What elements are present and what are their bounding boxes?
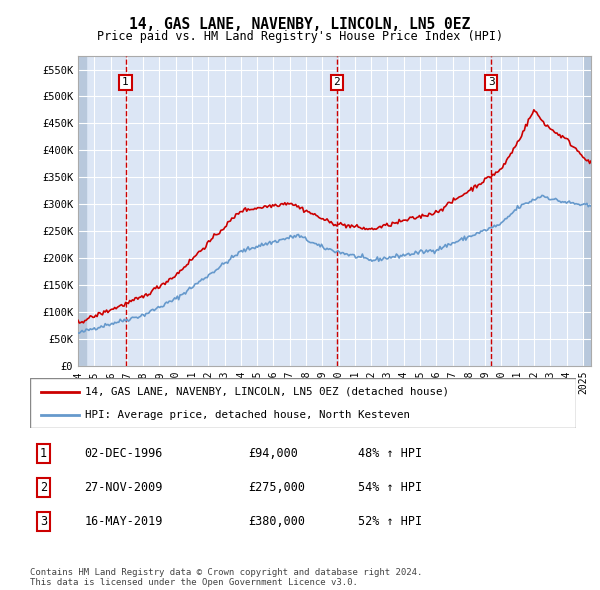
Text: 14, GAS LANE, NAVENBY, LINCOLN, LN5 0EZ: 14, GAS LANE, NAVENBY, LINCOLN, LN5 0EZ: [130, 17, 470, 32]
Text: 16-MAY-2019: 16-MAY-2019: [85, 514, 163, 527]
Text: 1: 1: [40, 447, 47, 460]
Text: 14, GAS LANE, NAVENBY, LINCOLN, LN5 0EZ (detached house): 14, GAS LANE, NAVENBY, LINCOLN, LN5 0EZ …: [85, 386, 449, 396]
Text: Price paid vs. HM Land Registry's House Price Index (HPI): Price paid vs. HM Land Registry's House …: [97, 30, 503, 43]
Text: 54% ↑ HPI: 54% ↑ HPI: [358, 481, 422, 494]
Text: 52% ↑ HPI: 52% ↑ HPI: [358, 514, 422, 527]
Text: 48% ↑ HPI: 48% ↑ HPI: [358, 447, 422, 460]
Text: HPI: Average price, detached house, North Kesteven: HPI: Average price, detached house, Nort…: [85, 410, 410, 420]
Text: Contains HM Land Registry data © Crown copyright and database right 2024.
This d: Contains HM Land Registry data © Crown c…: [30, 568, 422, 587]
Text: 3: 3: [488, 77, 494, 87]
Text: £94,000: £94,000: [248, 447, 298, 460]
Text: 27-NOV-2009: 27-NOV-2009: [85, 481, 163, 494]
Text: 2: 2: [40, 481, 47, 494]
Text: 1: 1: [122, 77, 129, 87]
FancyBboxPatch shape: [30, 378, 576, 428]
Text: £380,000: £380,000: [248, 514, 305, 527]
Text: £275,000: £275,000: [248, 481, 305, 494]
Text: 02-DEC-1996: 02-DEC-1996: [85, 447, 163, 460]
Text: 3: 3: [40, 514, 47, 527]
Text: 2: 2: [334, 77, 340, 87]
